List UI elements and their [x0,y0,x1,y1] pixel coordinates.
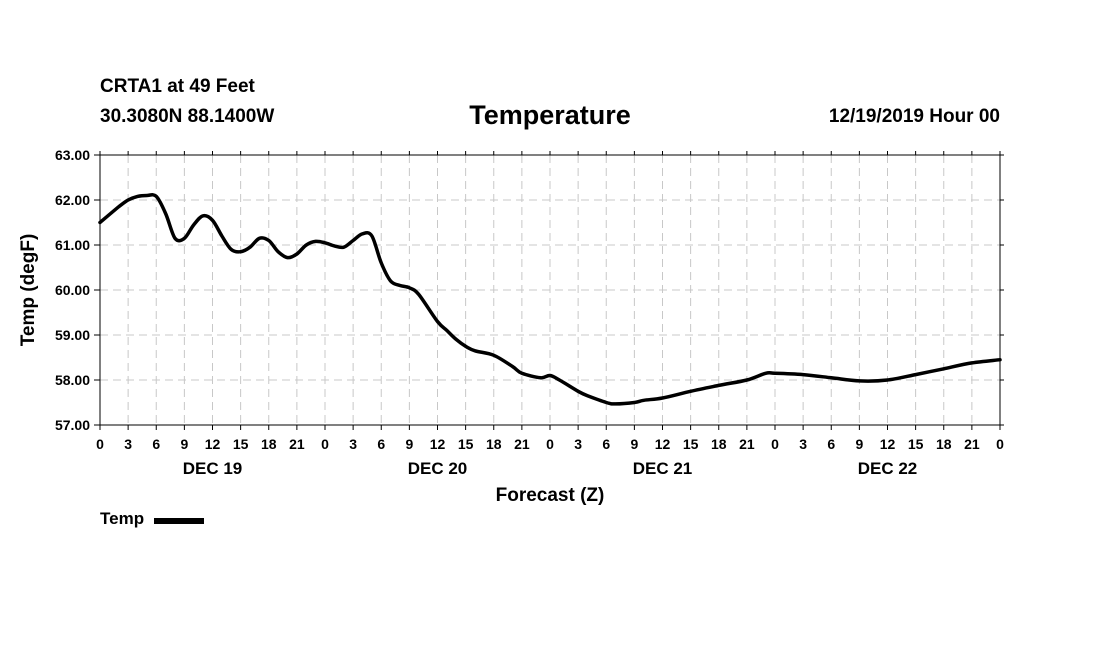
station-coordinates: 30.3080N 88.1400W [100,106,275,127]
x-tick-label: 0 [96,436,104,452]
x-tick-label: 12 [880,436,896,452]
grid-lines [100,155,1000,425]
x-tick-label: 21 [739,436,755,452]
x-tick-label: 12 [205,436,221,452]
x-tick-label: 21 [964,436,980,452]
y-tick-label: 60.00 [55,282,90,298]
x-tick-label: 18 [486,436,502,452]
legend-swatch [154,517,205,524]
x-tick-label: 6 [827,436,835,452]
x-tick-label: 18 [261,436,277,452]
x-tick-label: 15 [458,436,474,452]
x-tick-label: 15 [683,436,699,452]
x-tick-label: 9 [405,436,413,452]
x-tick-label: 3 [574,436,582,452]
series-group [98,193,1002,406]
x-tick-label: 0 [771,436,779,452]
series-line-temp [98,193,1002,406]
legend: Temp [100,509,205,529]
day-label: DEC 19 [183,459,243,478]
x-tick-label: 15 [908,436,924,452]
x-tick-label: 3 [349,436,357,452]
x-tick-label: 9 [855,436,863,452]
x-tick-label: 21 [289,436,305,452]
x-axis-label: Forecast (Z) [496,485,605,506]
x-tick-label: 12 [430,436,446,452]
station-label: CRTA1 at 49 Feet [100,76,255,97]
y-axis-label: Temp (degF) [18,234,39,347]
y-tick-label: 58.00 [55,372,90,388]
x-tick-label: 9 [180,436,188,452]
y-tick-label: 57.00 [55,417,90,433]
y-tick-label: 63.00 [55,147,90,163]
x-tick-label: 18 [711,436,727,452]
y-tick-label: 59.00 [55,327,90,343]
x-tick-label: 6 [152,436,160,452]
x-tick-label: 0 [546,436,554,452]
x-tick-label: 9 [630,436,638,452]
day-label: DEC 20 [408,459,468,478]
x-tick-label: 0 [321,436,329,452]
x-tick-label: 12 [655,436,671,452]
y-axis: 57.00 58.00 59.00 60.00 61.00 62.00 63.00 [55,147,1004,433]
x-tick-label: 3 [124,436,132,452]
legend-label: Temp [100,509,145,528]
plot-frame [99,154,1001,426]
x-tick-label: 3 [799,436,807,452]
y-tick-label: 62.00 [55,192,90,208]
x-tick-label: 0 [996,436,1004,452]
forecast-datetime: 12/19/2019 Hour 00 [828,106,1000,127]
x-tick-label: 6 [602,436,610,452]
x-tick-label: 21 [514,436,530,452]
y-tick-label: 61.00 [55,237,90,253]
day-label: DEC 21 [633,459,693,478]
x-axis: 0 3 6 9 12 15 18 21 0 3 6 9 12 15 18 21 0 3 6 9 12 15 18 21 0 3 6 9… [96,151,1004,478]
chart-title: Temperature [469,100,631,130]
x-tick-label: 6 [377,436,385,452]
x-tick-label: 18 [936,436,952,452]
day-label: DEC 22 [858,459,918,478]
x-tick-label: 15 [233,436,249,452]
